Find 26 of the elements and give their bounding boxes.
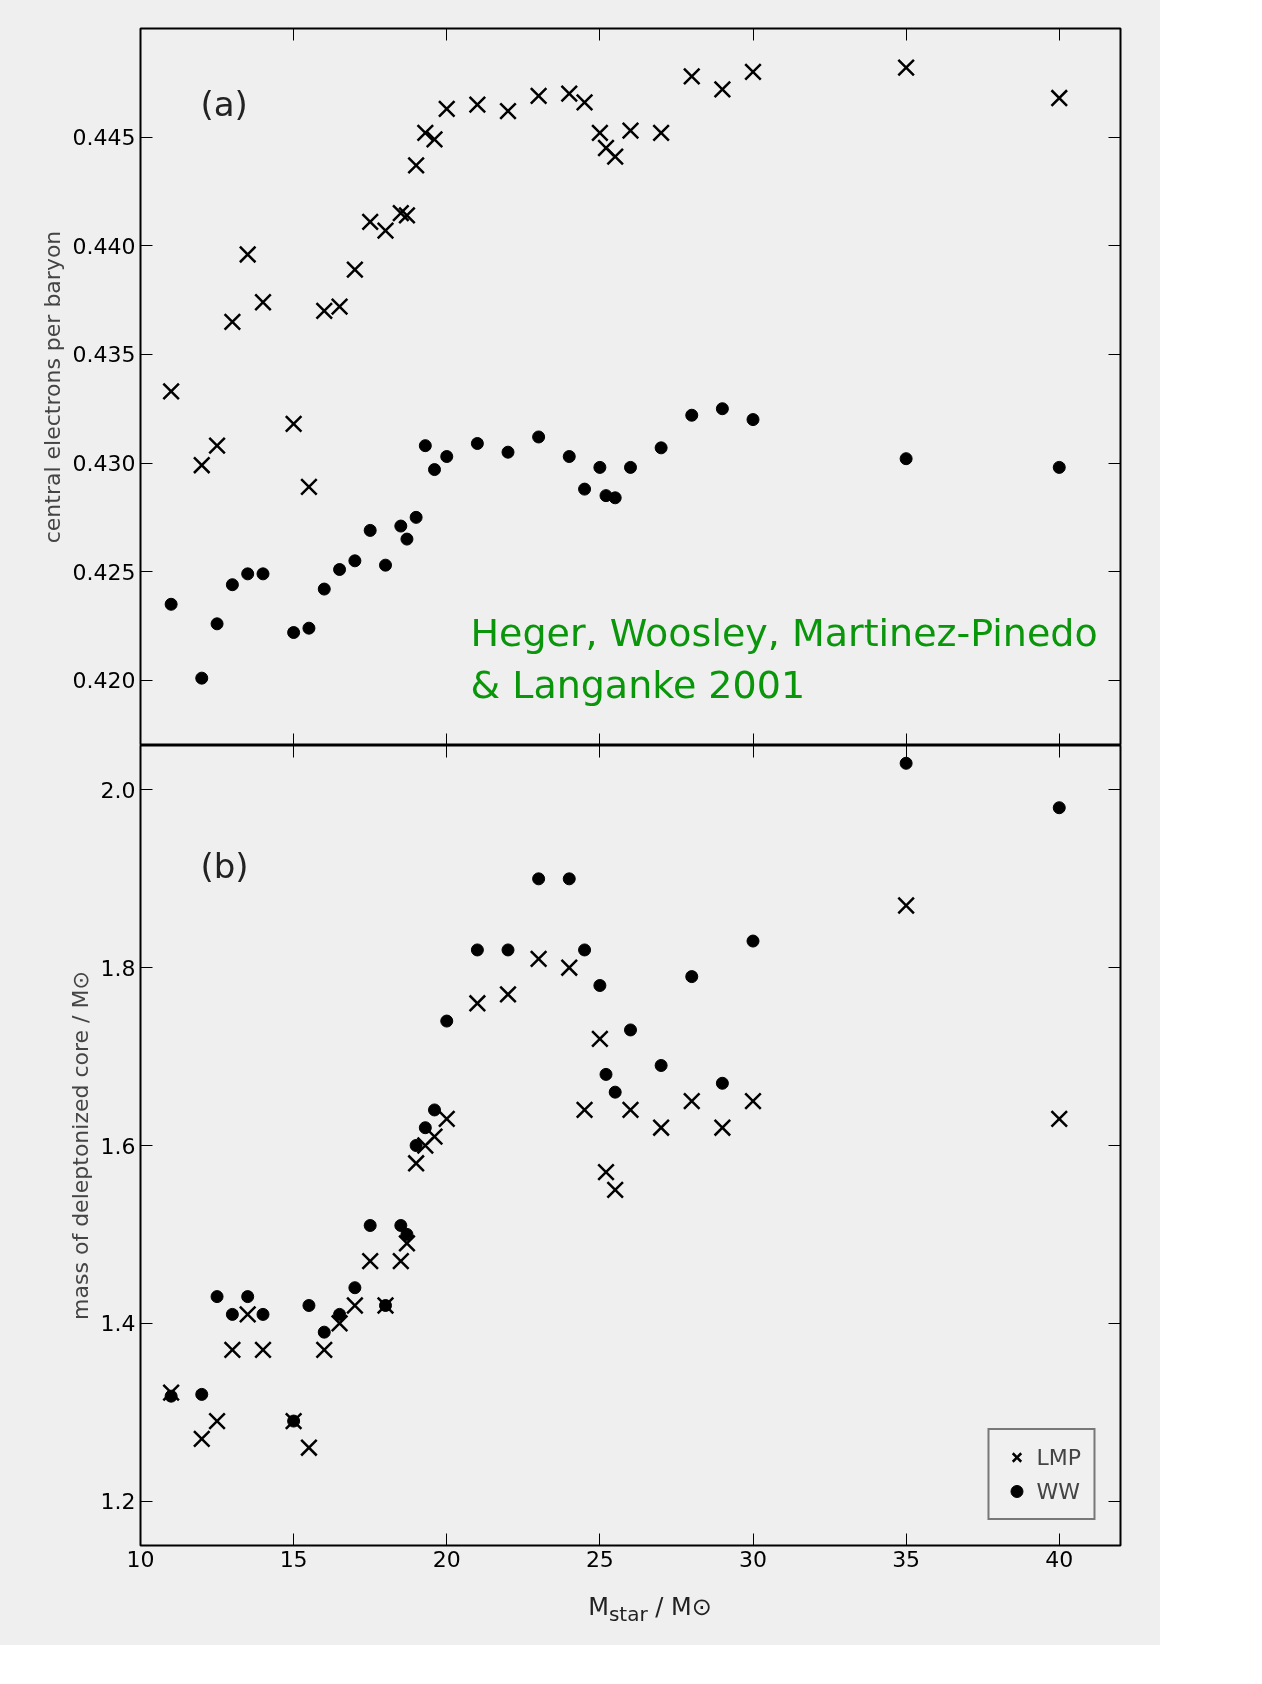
x-tick-label: 35: [892, 1546, 921, 1572]
annotation: (a): [200, 83, 248, 124]
y-tick-label: 1.2: [100, 1489, 136, 1515]
x-tick-label: 15: [279, 1546, 308, 1572]
y-tick-label: 0.420: [72, 668, 136, 694]
legend-label: LMP: [1036, 1444, 1081, 1470]
annotation: Heger, Woosley, Martinez-Pinedo & Langanke 2001: [470, 610, 1098, 708]
x-axis-title: M$_{star}$ / M⊙: [588, 1593, 712, 1626]
legend-label: WW: [1036, 1478, 1080, 1504]
y-tick-label: 0.445: [72, 125, 136, 151]
x-tick-label: 10: [126, 1546, 155, 1572]
x-tick-label: 25: [585, 1546, 614, 1572]
y-tick-label: 0.435: [72, 342, 136, 368]
y-tick-label: 1.8: [100, 955, 136, 981]
x-tick-label: 40: [1045, 1546, 1074, 1572]
annotation: (b): [200, 845, 249, 886]
y-tick-label: 0.425: [72, 559, 136, 585]
y-tick-label: 2.0: [100, 777, 136, 803]
y-tick-label: 0.440: [72, 233, 136, 259]
x-tick-label: 30: [739, 1546, 767, 1572]
y-axis-title: mass of deleptonized core / M⊙: [67, 971, 93, 1320]
x-tick-label: 20: [432, 1546, 461, 1572]
y-tick-label: 1.6: [100, 1133, 136, 1159]
y-axis-title: central electrons per baryon: [39, 230, 65, 544]
y-tick-label: 1.4: [100, 1311, 136, 1337]
y-tick-label: 0.430: [72, 451, 136, 477]
